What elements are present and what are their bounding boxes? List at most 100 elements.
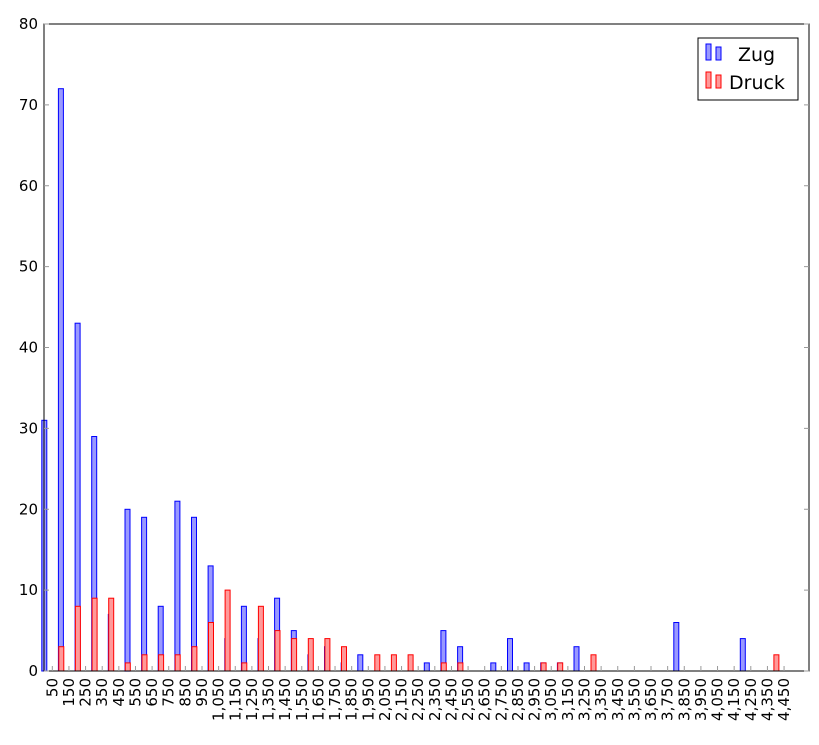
bar-druck-2950: [540, 662, 547, 672]
x-tick-label-1450: 1,450: [276, 678, 294, 721]
bar-zug-2350: [423, 662, 430, 672]
bar-zug-1950: [357, 654, 364, 672]
x-tick-label-4250: 4,250: [742, 678, 760, 721]
legend-label-zug: Zug: [738, 44, 775, 66]
bar-druck-1650: [324, 638, 331, 672]
x-tick-label-150: 150: [60, 678, 78, 707]
x-tick-label-2250: 2,250: [409, 678, 427, 721]
x-tick-label-3350: 3,350: [592, 678, 610, 721]
x-tick-label-350: 350: [93, 678, 111, 707]
legend-item-druck: Druck: [705, 71, 785, 94]
bar-zug-1250: [240, 605, 247, 672]
bar-druck-150: [74, 605, 81, 672]
plot-frame: [43, 23, 810, 672]
legend-swatch-zug-a: [705, 43, 712, 61]
bar-zug-850: [174, 500, 181, 672]
bar-druck-3050: [557, 662, 564, 672]
x-tick-label-450: 450: [110, 678, 128, 707]
legend-box: [697, 37, 799, 101]
x-tick-label-2050: 2,050: [376, 678, 394, 721]
x-tick-label-3550: 3,550: [625, 678, 643, 721]
y-tick-label-0: 0: [28, 662, 38, 680]
bar-druck-50: [58, 646, 65, 672]
bar-druck-1250: [257, 605, 264, 672]
bar-druck-950: [208, 622, 214, 672]
bar-zug-4250: [739, 638, 746, 672]
bar-druck-850: [191, 646, 198, 672]
bar-druck-650: [158, 654, 165, 672]
legend-swatch-druck-b: [715, 74, 722, 89]
x-tick-label-2150: 2,150: [393, 678, 411, 721]
bar-druck-550: [141, 654, 148, 672]
y-tick-label-80: 80: [19, 15, 38, 33]
y-tick-label-50: 50: [19, 258, 38, 276]
x-tick-label-1650: 1,650: [309, 678, 327, 721]
bar-druck-2150: [407, 654, 414, 672]
bar-druck-450: [124, 662, 131, 672]
bar-zug-3850: [673, 622, 680, 672]
x-tick-label-3650: 3,650: [642, 678, 660, 721]
x-tick-label-4350: 4,350: [758, 678, 776, 721]
legend-swatch-druck-a: [705, 71, 712, 89]
x-tick-label-3850: 3,850: [675, 678, 693, 721]
y-tick-label-30: 30: [19, 419, 38, 437]
bar-druck-250: [91, 597, 98, 672]
x-tick-label-550: 550: [127, 678, 145, 707]
bar-zug-650: [141, 516, 148, 672]
bar-zug-2750: [490, 662, 497, 672]
x-tick-label-1550: 1,550: [293, 678, 311, 721]
legend-swatch-zug-b: [715, 46, 722, 61]
x-tick-label-650: 650: [143, 678, 161, 707]
bar-druck-2450: [457, 662, 464, 672]
bar-druck-4350: [773, 654, 780, 672]
bar-druck-1150: [241, 662, 248, 672]
bar-druck-1450: [291, 638, 298, 672]
bar-druck-1050: [224, 589, 231, 672]
x-tick-label-2450: 2,450: [442, 678, 460, 721]
x-tick-label-2650: 2,650: [476, 678, 494, 721]
x-tick-label-1050: 1,050: [210, 678, 228, 721]
bar-druck-1950: [374, 654, 381, 672]
y-tick-label-20: 20: [19, 500, 38, 518]
x-tick-label-3950: 3,950: [692, 678, 710, 721]
x-tick-label-50: 50: [43, 678, 61, 697]
bar-druck-3250: [590, 654, 597, 672]
bar-druck-750: [174, 654, 181, 672]
x-tick-label-2750: 2,750: [492, 678, 510, 721]
y-tick-label-70: 70: [19, 96, 38, 114]
legend-item-zug: Zug: [705, 43, 775, 66]
x-axis: 501502503504505506507508509501,0501,1501…: [43, 666, 793, 721]
x-tick-label-1850: 1,850: [343, 678, 361, 721]
x-tick-label-950: 950: [193, 678, 211, 707]
bar-zug-150: [57, 88, 64, 672]
bar-zug-2950: [523, 662, 530, 672]
y-tick-label-10: 10: [19, 581, 38, 599]
y-tick-label-40: 40: [19, 339, 38, 357]
x-tick-label-3150: 3,150: [559, 678, 577, 721]
x-tick-label-1750: 1,750: [326, 678, 344, 721]
x-tick-label-2550: 2,550: [459, 678, 477, 721]
bar-zug-2850: [507, 638, 513, 672]
bar-druck-2350: [440, 662, 447, 672]
x-tick-label-1150: 1,150: [226, 678, 244, 721]
x-tick-label-750: 750: [160, 678, 178, 707]
x-tick-label-850: 850: [176, 678, 194, 707]
bar-druck-2050: [390, 654, 397, 672]
bar-druck-1750: [341, 646, 347, 672]
x-tick-label-4450: 4,450: [775, 678, 793, 721]
x-tick-label-4150: 4,150: [725, 678, 743, 721]
x-tick-label-1950: 1,950: [359, 678, 377, 721]
bar-druck-1350: [274, 630, 281, 672]
x-tick-label-2850: 2,850: [509, 678, 527, 721]
bar-zug-3250: [573, 646, 580, 672]
x-tick-label-250: 250: [77, 678, 95, 707]
legend: Zug Druck: [697, 37, 799, 101]
x-tick-label-1250: 1,250: [243, 678, 261, 721]
x-tick-label-3050: 3,050: [542, 678, 560, 721]
x-tick-label-3750: 3,750: [659, 678, 677, 721]
bar-zug-550: [124, 508, 131, 672]
x-tick-label-3250: 3,250: [576, 678, 594, 721]
x-tick-label-2950: 2,950: [526, 678, 544, 721]
x-tick-label-3450: 3,450: [609, 678, 627, 721]
